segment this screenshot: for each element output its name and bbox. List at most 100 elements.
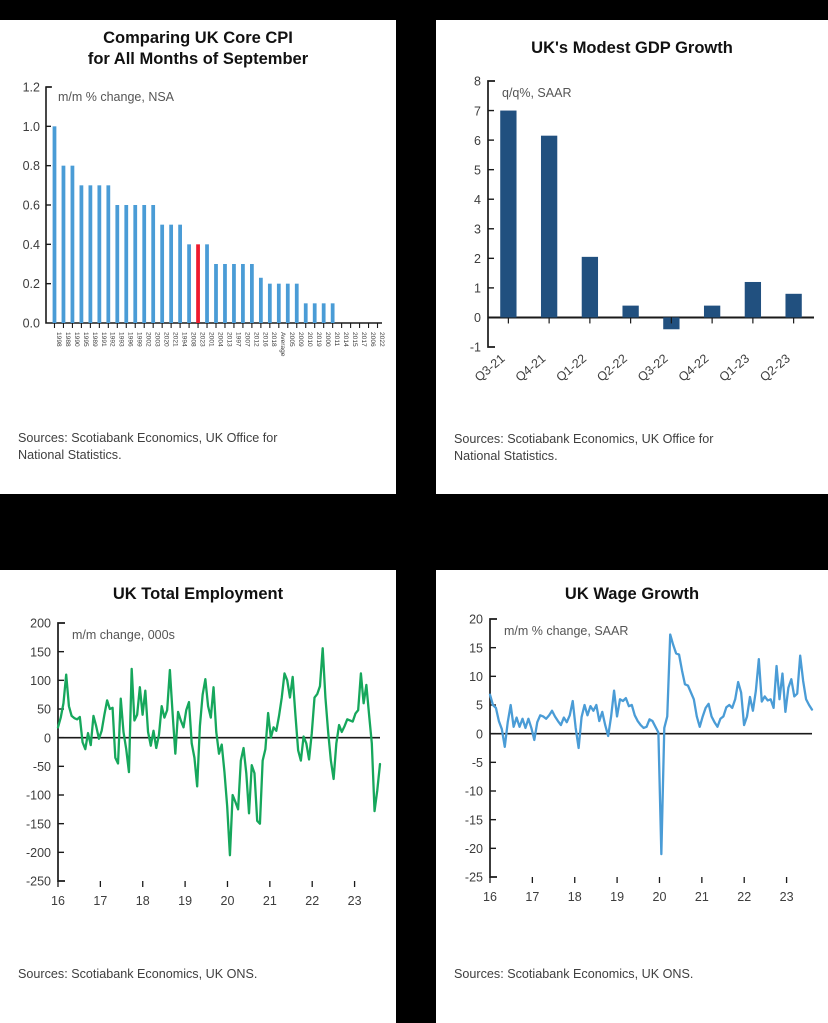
bar <box>115 205 120 324</box>
bar <box>79 185 84 324</box>
bar <box>178 224 182 324</box>
x-tick-label: 23 <box>780 890 794 904</box>
svg-text:-5: -5 <box>472 756 483 770</box>
bar <box>205 244 209 324</box>
bar <box>169 224 174 324</box>
svg-text:0.6: 0.6 <box>23 199 40 213</box>
bar <box>258 278 263 324</box>
bar <box>330 303 335 324</box>
bar <box>276 283 281 324</box>
cpi-bar-chart: 0.0 0.2 0.4 0.6 0.8 1.0 1.2 m/m % change, NSA 19… <box>23 81 385 357</box>
bar <box>124 205 129 324</box>
svg-text:1.2: 1.2 <box>23 81 40 95</box>
bar <box>622 305 639 318</box>
x-tick-label: Q2-22 <box>594 351 630 384</box>
plot-area-emp: -250 -200 -150 -100 -50 0 50 100 150 200 m/m chang… <box>0 605 396 960</box>
x-tick-label: 17 <box>525 890 539 904</box>
x-tick-label: 22 <box>305 894 319 908</box>
svg-text:m/m change, 000s: m/m change, 000s <box>72 628 175 642</box>
sources-gdp: Sources: Scotiabank Economics, UK Office… <box>436 429 828 465</box>
bar <box>106 185 111 324</box>
svg-text:-50: -50 <box>33 760 51 774</box>
svg-text:-250: -250 <box>26 874 51 888</box>
panel-title-cpi-line2: for All Months of September <box>87 49 309 68</box>
x-tick-label: 1990 <box>73 332 80 347</box>
svg-text:100: 100 <box>30 674 51 688</box>
panel-title-emp: UK Total Employment <box>0 570 396 605</box>
x-tick-label: 2003 <box>154 332 161 347</box>
sources-gdp-line1: Sources: Scotiabank Economics, UK Office… <box>454 431 714 446</box>
x-tick-label: 16 <box>483 890 497 904</box>
plot-area-wage: -25 -20 -15 -10 -5 0 5 10 15 20 m/m % change, SAAR… <box>436 605 828 960</box>
bar <box>267 283 272 324</box>
axis-bracket <box>57 621 65 882</box>
bar <box>250 264 254 324</box>
bar <box>187 244 191 324</box>
svg-text:0: 0 <box>474 311 481 325</box>
bar <box>241 264 245 324</box>
x-tick-label: 1989 <box>91 332 98 347</box>
panel-uk-wage-growth: UK Wage Growth -25 -20 -15 -10 -5 0 5 10 15 20 m/m… <box>436 570 828 1023</box>
panel-title-cpi-line1: Comparing UK Core CPI <box>103 29 293 47</box>
svg-text:0: 0 <box>44 731 51 745</box>
x-tick-label: 2018 <box>270 332 277 347</box>
bar <box>703 305 721 318</box>
x-tick-label: 2008 <box>189 332 196 347</box>
panel-comparing-uk-core-cpi: Comparing UK Core CPI for All Months of … <box>0 20 396 494</box>
svg-text:0.0: 0.0 <box>23 317 40 331</box>
x-tick-label: 1995 <box>82 332 89 347</box>
svg-text:0.4: 0.4 <box>23 238 40 252</box>
svg-text:7: 7 <box>474 104 481 118</box>
svg-text:4: 4 <box>474 193 481 207</box>
x-tick-label: 1991 <box>100 332 107 347</box>
x-tick-label: 2017 <box>360 332 367 347</box>
x-tick-label: Average <box>279 332 286 357</box>
employment-line-chart: -250 -200 -150 -100 -50 0 50 100 150 200 m/m chang… <box>26 616 382 908</box>
x-tick-label: 21 <box>263 894 277 908</box>
bar <box>540 135 558 318</box>
x-tick-label: 2007 <box>243 332 250 347</box>
sources-gdp-line2: National Statistics. <box>454 448 558 463</box>
svg-text:20: 20 <box>469 612 483 626</box>
sources-emp: Sources: Scotiabank Economics, UK ONS. <box>0 960 396 983</box>
x-tick-label: 19 <box>178 894 192 908</box>
sources-cpi-line1: Sources: Scotiabank Economics, UK Office… <box>18 431 278 446</box>
x-tick-label: 21 <box>695 890 709 904</box>
x-tick-label: 19 <box>610 890 624 904</box>
x-tick-label: 1997 <box>234 332 241 347</box>
x-tick-label: 16 <box>51 894 65 908</box>
svg-text:6: 6 <box>474 133 481 147</box>
svg-text:0.8: 0.8 <box>23 159 40 173</box>
svg-text:5: 5 <box>474 163 481 177</box>
x-tick-label: 2000 <box>324 332 331 347</box>
axis-bracket <box>489 617 497 878</box>
bar <box>142 205 147 324</box>
x-tick-label: 2015 <box>351 332 358 347</box>
x-tick-label: Q3-21 <box>472 351 508 384</box>
x-tick-label: 1992 <box>109 332 116 347</box>
panel-title-gdp-line1: UK's Modest GDP Growth <box>531 39 733 57</box>
sources-wage: Sources: Scotiabank Economics, UK ONS. <box>436 960 828 983</box>
bar <box>61 165 66 324</box>
axis-bracket-cpi <box>45 86 382 325</box>
x-tick-label: Q1-23 <box>716 351 752 384</box>
plot-area-gdp: -1 0 1 2 3 4 5 6 7 8 q/q%, SAAR Q3-21 Q4-21 Q1-22 Q2-2… <box>436 59 828 429</box>
x-tick-label: 2023 <box>198 332 205 347</box>
x-tick-label: Q3-22 <box>635 351 671 384</box>
x-tick-label: 2020 <box>163 332 170 347</box>
bar <box>223 264 227 324</box>
bar <box>285 283 290 324</box>
x-tick-label: Q2-23 <box>757 351 793 384</box>
svg-text:m/m % change, NSA: m/m % change, NSA <box>58 90 175 104</box>
svg-text:-150: -150 <box>26 817 51 831</box>
svg-text:10: 10 <box>469 670 483 684</box>
wage-line-chart: -25 -20 -15 -10 -5 0 5 10 15 20 m/m % change, SAAR… <box>465 612 814 904</box>
bar <box>151 205 156 324</box>
x-tick-label: 2019 <box>315 332 322 347</box>
bar <box>232 264 236 324</box>
bar <box>52 126 57 324</box>
x-tick-label: 20 <box>653 890 667 904</box>
x-tick-label: 2004 <box>216 332 223 347</box>
svg-text:-10: -10 <box>465 784 483 798</box>
